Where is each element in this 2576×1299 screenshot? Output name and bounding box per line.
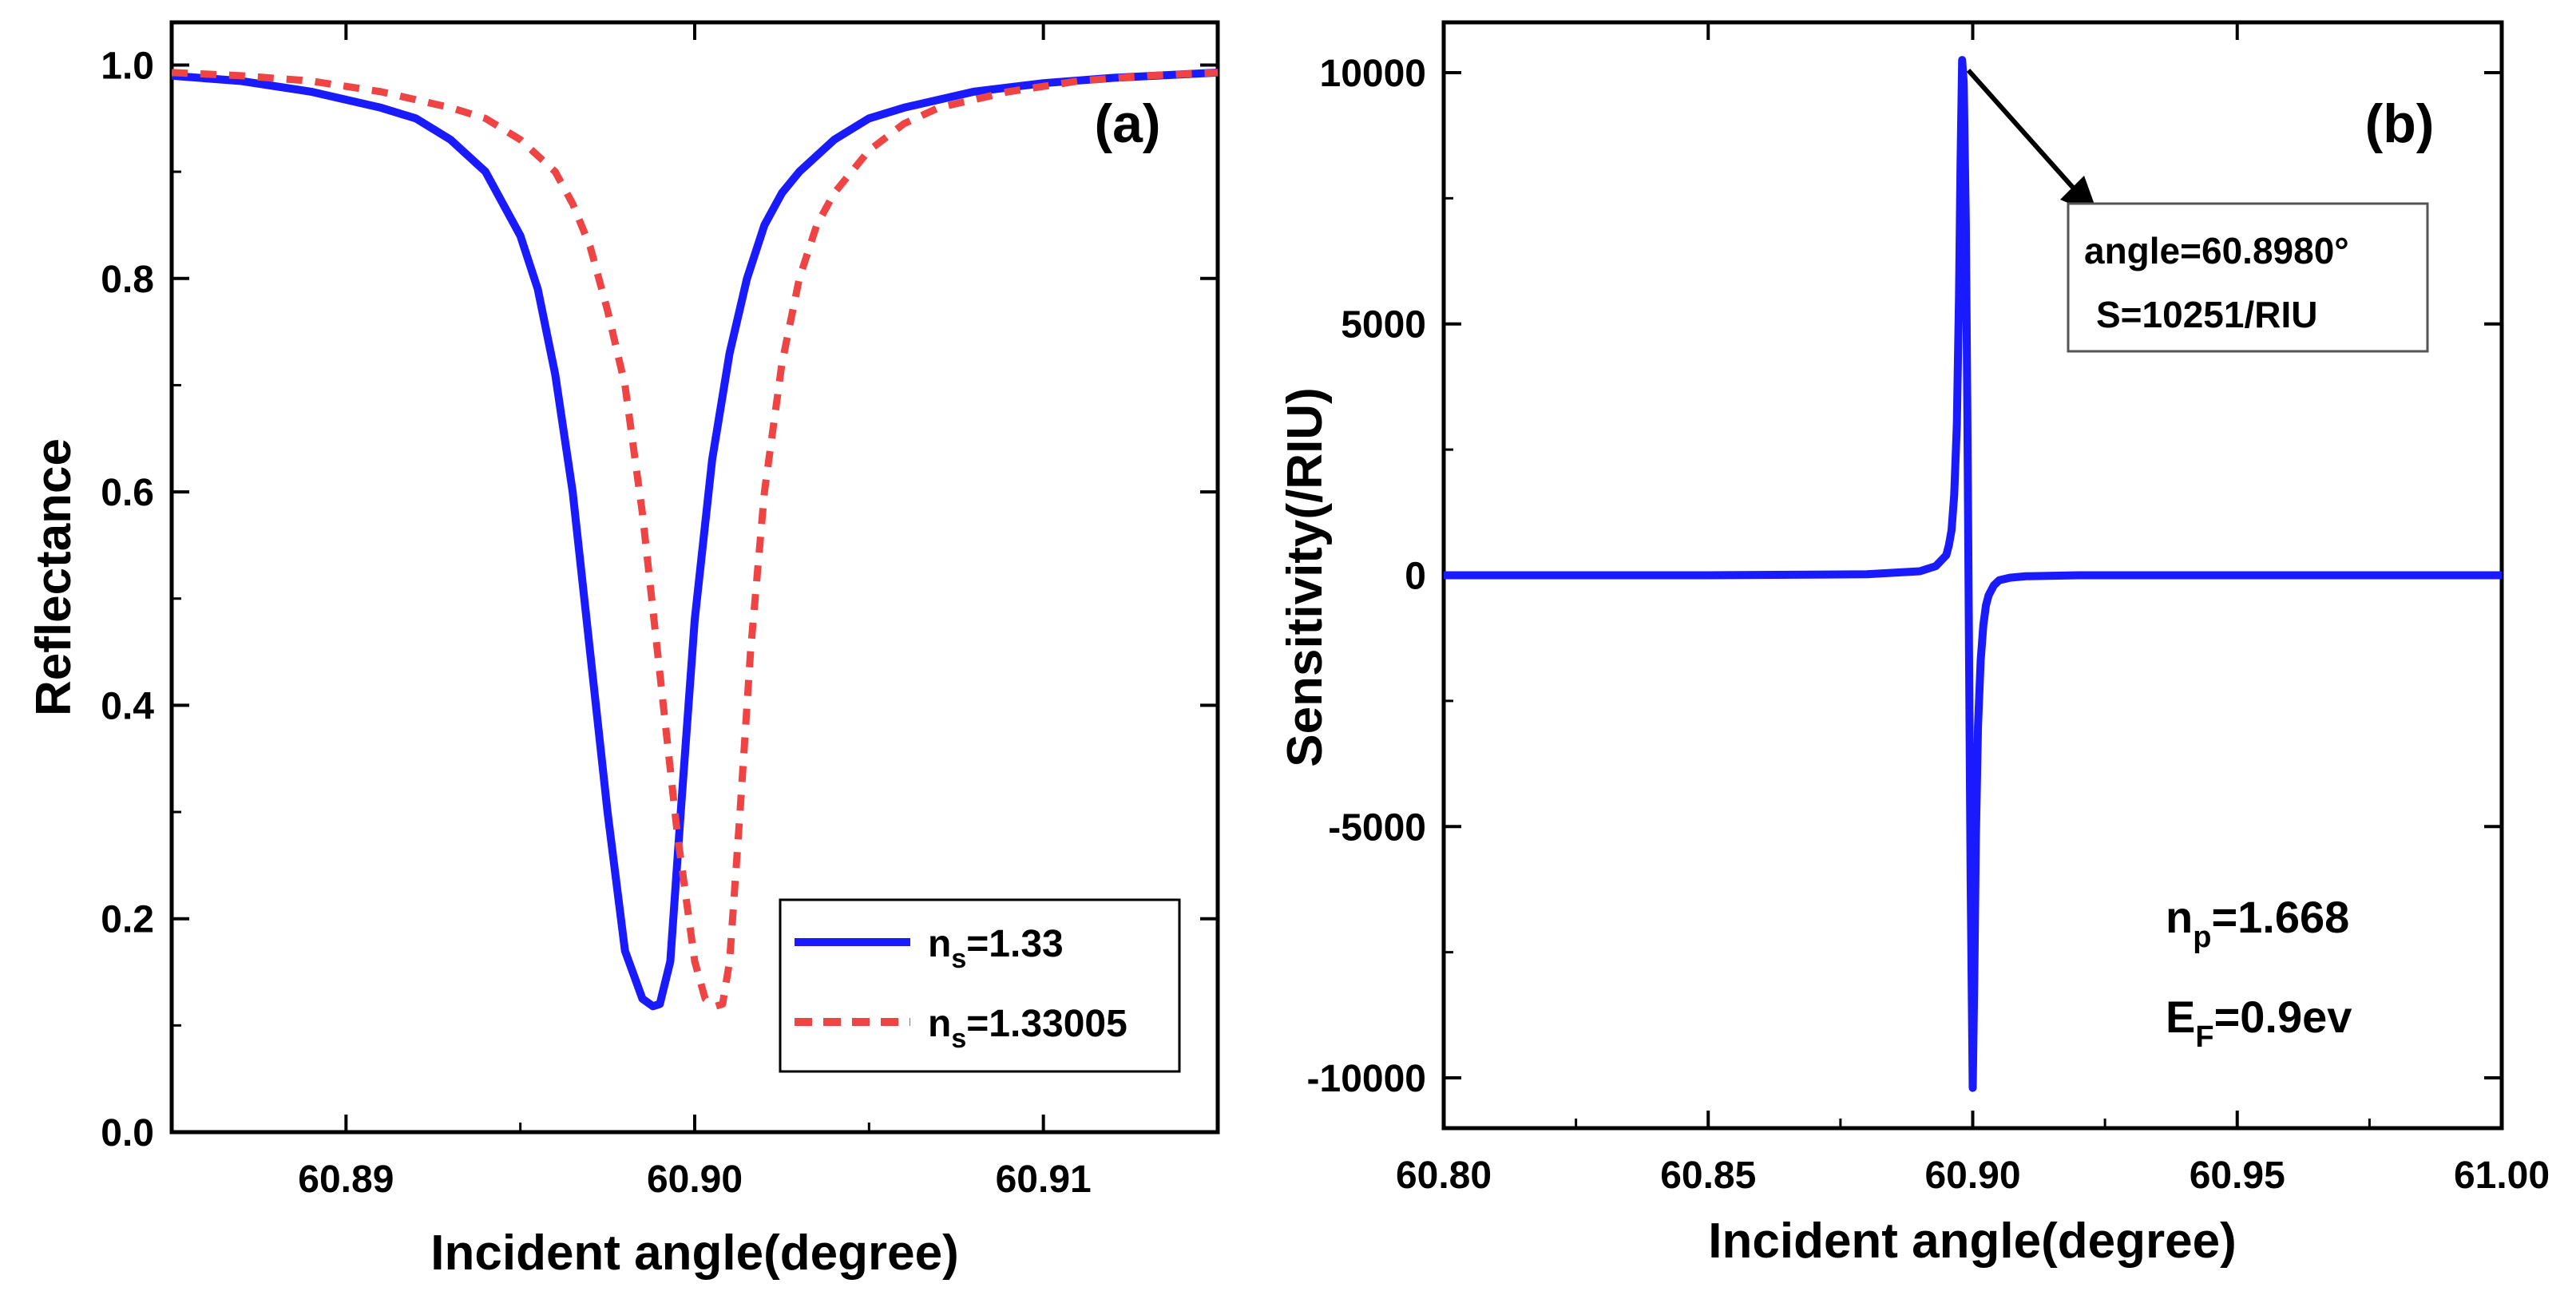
legend-entry-2-main: n	[928, 1003, 951, 1045]
panel-b: 60.80 60.85 60.90 60.95 61.00 -10000 -5000 0 500…	[1278, 20, 2550, 1269]
series-line-0	[1444, 56, 2502, 1092]
x-tick-label: 60.90	[1924, 1154, 2020, 1197]
x-tick-label: 61.00	[2454, 1154, 2550, 1197]
y-tick-label: 0	[1405, 556, 1426, 598]
x-tick-label: 60.80	[1396, 1154, 1492, 1197]
annotation-sensitivity: S=10251/RIU	[2096, 294, 2317, 335]
legend-entry-2-value: =1.33005	[966, 1003, 1127, 1045]
panel-a: 60.89 60.90 60.91 0.0 0.2 0.4 0.6 0.8 1.0 (a) In…	[26, 20, 1220, 1281]
param-ef-value: =0.9ev	[2214, 992, 2352, 1042]
annotation-arrow-line	[1966, 69, 2083, 197]
x-tick-label: 60.89	[298, 1158, 394, 1201]
panel-b-letter: (b)	[2365, 93, 2435, 154]
y-tick-label: -10000	[1307, 1058, 1426, 1100]
legend-entry-1: ns=1.33	[928, 923, 1064, 974]
series-line-1	[172, 69, 1218, 1010]
panel-b-xlabel: Incident angle(degree)	[1708, 1214, 2236, 1269]
panel-a-letter: (a)	[1094, 93, 1160, 154]
peak-annotation: angle=60.8980° S=10251/RIU	[1966, 69, 2429, 353]
param-np: np=1.668	[2166, 892, 2349, 954]
param-ef: EF=0.9ev	[2166, 992, 2352, 1054]
x-tick-label: 60.85	[1660, 1154, 1756, 1197]
panel-b-series	[1444, 56, 2502, 1092]
y-tick-label: 1.0	[101, 45, 154, 87]
annotation-box	[2067, 202, 2429, 353]
legend-entry-2-sub: s	[951, 1024, 966, 1054]
y-tick-label: 0.0	[101, 1112, 154, 1154]
panel-b-tick-labels: 60.80 60.85 60.90 60.95 61.00 -10000 -5000 0 500…	[1307, 53, 2550, 1197]
legend-entry-1-sub: s	[951, 944, 966, 974]
y-tick-label: 0.6	[101, 472, 154, 514]
y-tick-label: 0.2	[101, 899, 154, 941]
param-ef-sub: F	[2195, 1020, 2213, 1054]
panel-a-ylabel: Reflectance	[26, 438, 81, 716]
y-tick-label: 0.8	[101, 259, 154, 301]
y-tick-label: 0.4	[101, 685, 154, 727]
panel-b-ylabel: Sensitivity(/RIU)	[1278, 387, 1333, 766]
param-ef-main: E	[2166, 992, 2195, 1042]
param-np-sub: p	[2193, 921, 2211, 954]
panel-a-series	[172, 68, 1218, 1011]
panel-a-ticks	[172, 22, 1218, 1134]
y-tick-label: -5000	[1328, 806, 1426, 849]
annotation-angle: angle=60.8980°	[2084, 230, 2349, 271]
y-tick-label: 10000	[1320, 53, 1426, 95]
param-np-value: =1.668	[2211, 892, 2349, 942]
legend-entry-1-value: =1.33	[966, 923, 1063, 965]
series-line-0	[172, 68, 1218, 1011]
x-tick-label: 60.95	[2190, 1154, 2285, 1197]
legend-entry-1-main: n	[928, 923, 951, 965]
panel-a-legend: ns=1.33 ns=1.33005	[779, 898, 1181, 1073]
panel-a-xlabel: Incident angle(degree)	[430, 1226, 958, 1281]
legend-box	[779, 898, 1181, 1073]
legend-entry-2: ns=1.33005	[928, 1003, 1127, 1054]
x-tick-label: 60.91	[996, 1158, 1092, 1201]
x-tick-label: 60.90	[647, 1158, 743, 1201]
panel-a-tick-labels: 60.89 60.90 60.91 0.0 0.2 0.4 0.6 0.8 1.0	[101, 45, 1091, 1201]
y-tick-label: 5000	[1341, 304, 1426, 347]
param-np-main: n	[2166, 892, 2193, 942]
